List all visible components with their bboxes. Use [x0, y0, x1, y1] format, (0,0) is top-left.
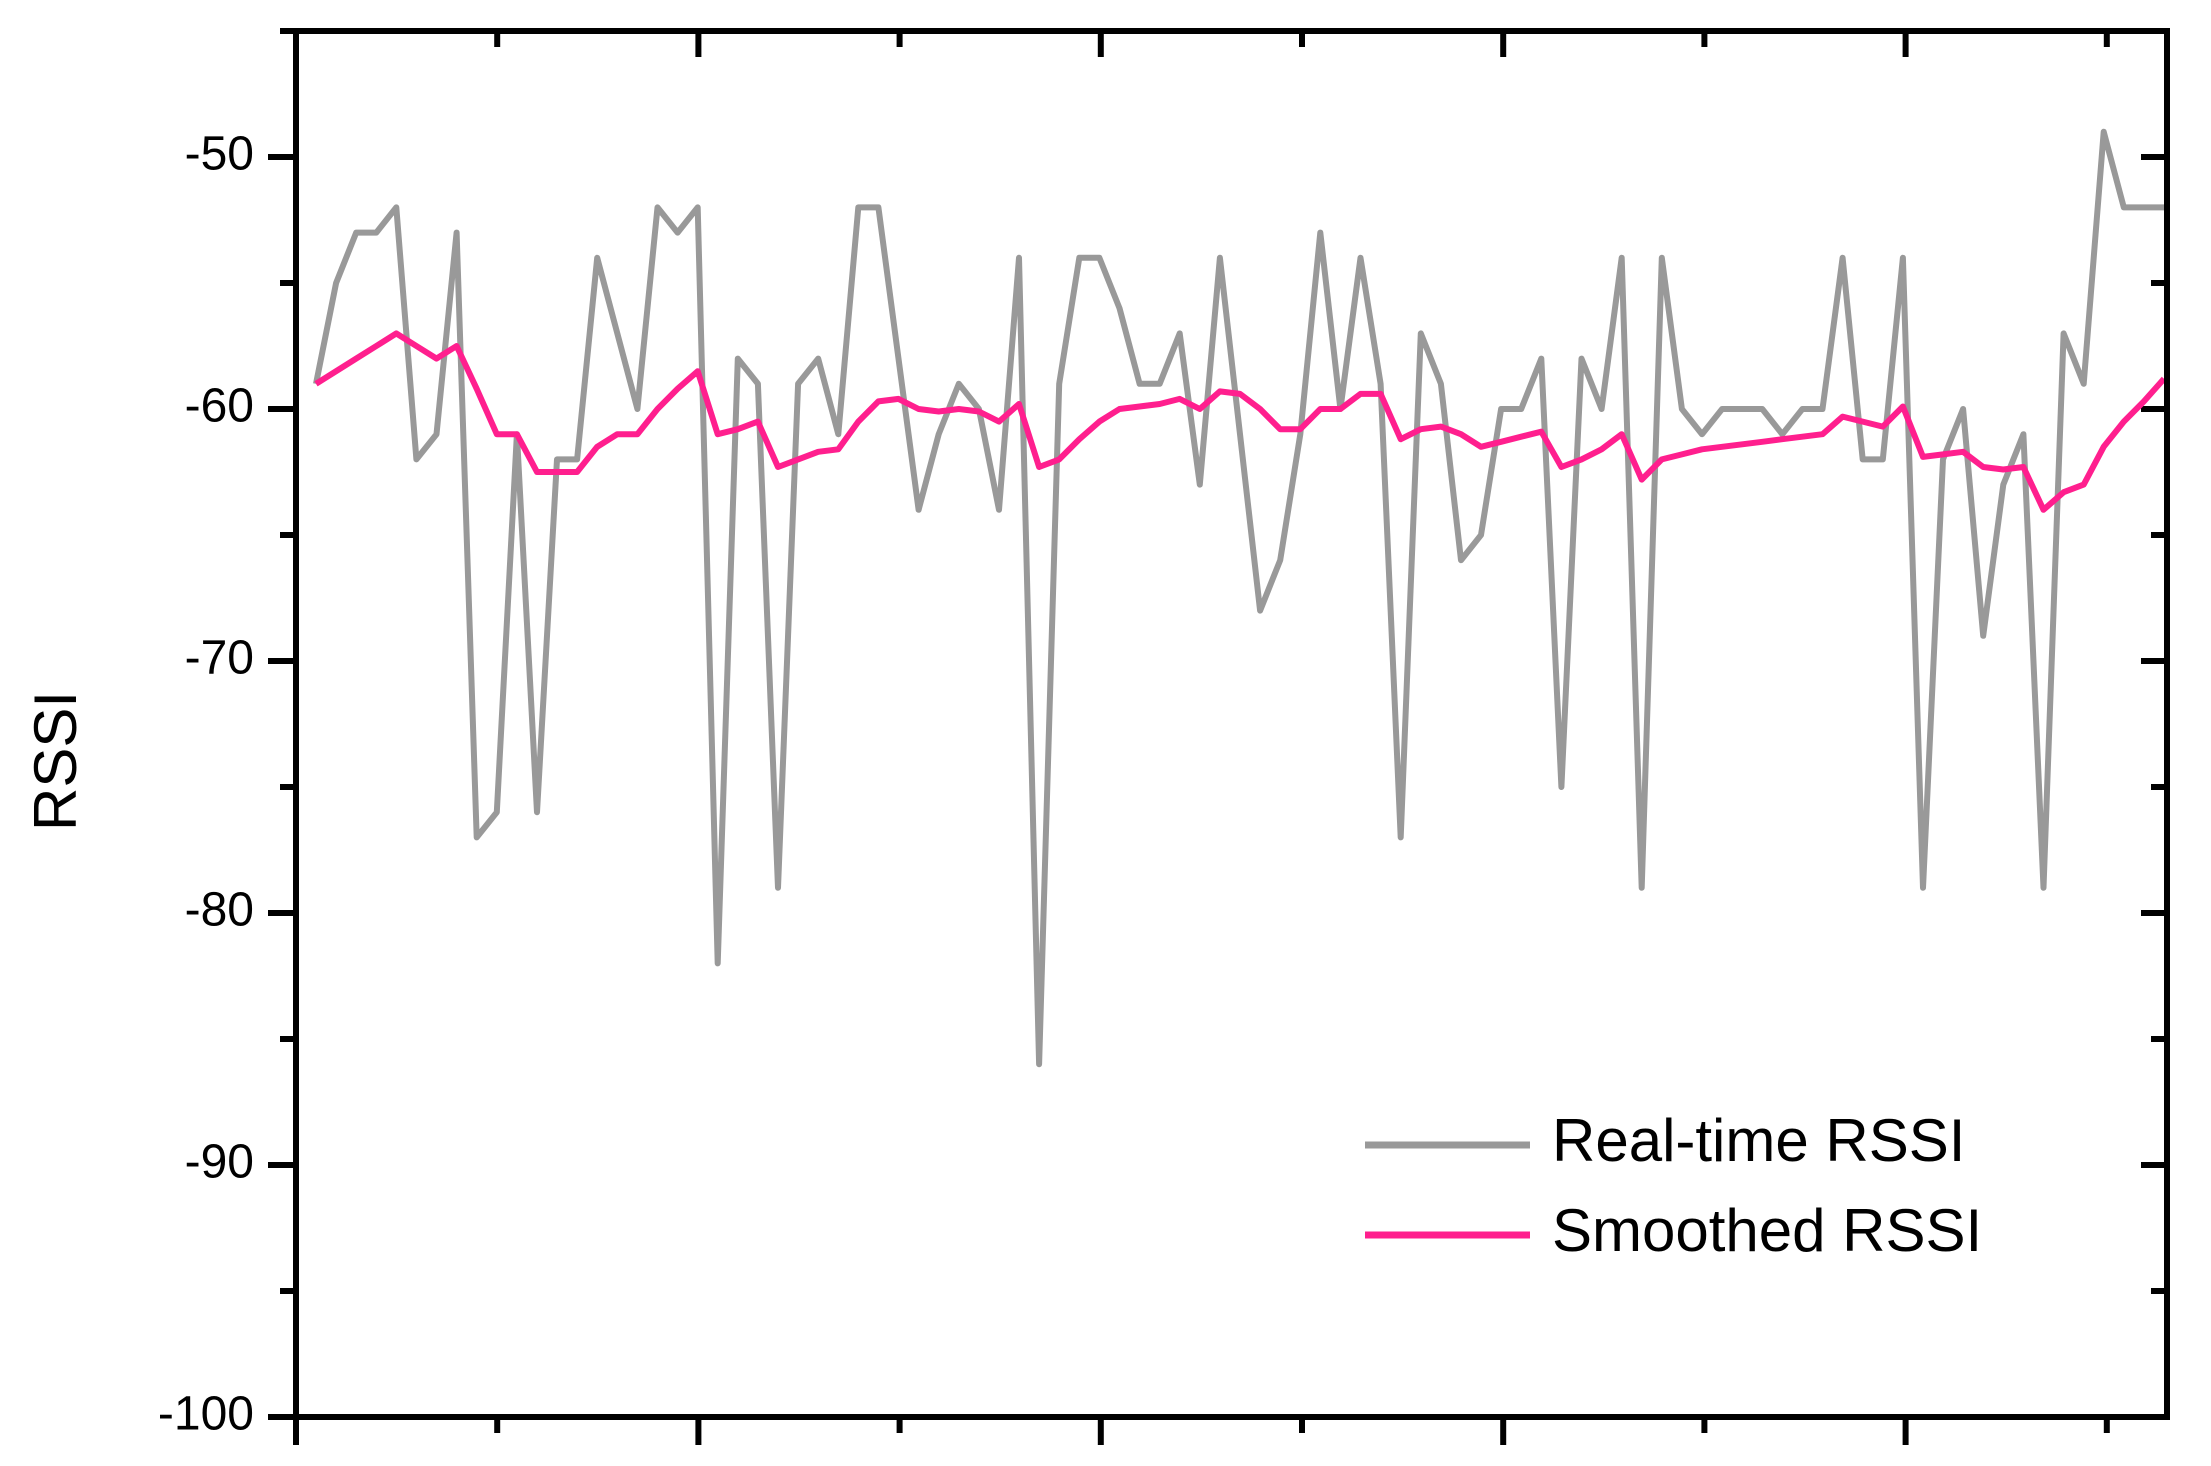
y-tick-label: -50	[185, 128, 254, 181]
y-axis-label: RSSI	[22, 691, 89, 831]
series-line	[314, 330, 2167, 513]
plot-frame	[293, 28, 2170, 1420]
y-tick-label: -80	[185, 884, 254, 937]
legend-label: Smoothed RSSI	[1552, 1197, 1982, 1264]
y-tick-label: -70	[185, 632, 254, 685]
series-line	[313, 128, 2164, 1068]
y-tick-label: -60	[185, 380, 254, 433]
y-tick-label: -100	[158, 1388, 254, 1441]
legend-label: Real-time RSSI	[1552, 1107, 1965, 1174]
y-tick-label: -90	[185, 1136, 254, 1189]
